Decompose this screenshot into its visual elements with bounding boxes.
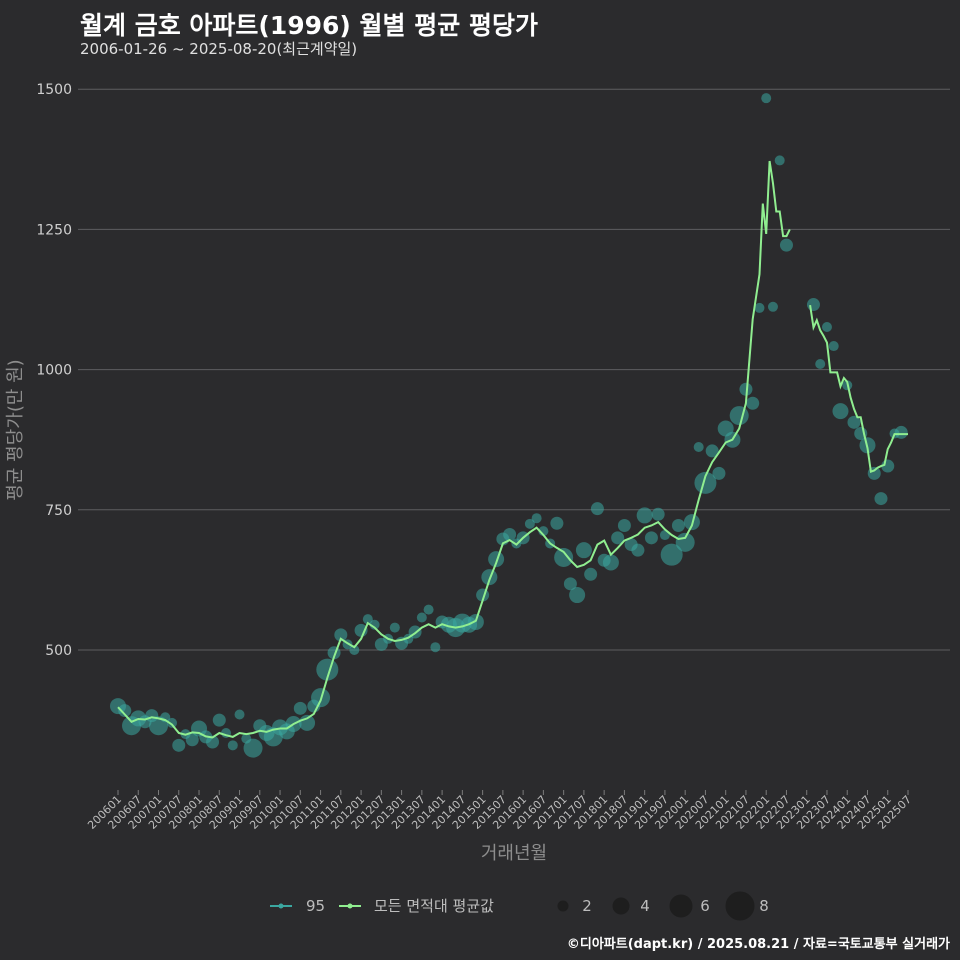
bubble-point (349, 645, 360, 655)
bubble-point (488, 551, 505, 568)
bubble-point (821, 321, 832, 332)
bubble-point (416, 612, 427, 623)
legend-size-circle-8 (725, 891, 755, 921)
bubble-series-95 (110, 93, 908, 758)
bubble-point (167, 717, 178, 728)
bubble-point (874, 492, 888, 506)
bubble-point (590, 502, 604, 516)
legend-size-label-4: 4 (640, 897, 650, 915)
bubble-point (611, 531, 625, 545)
bubble-point (644, 531, 658, 545)
bubble-point (575, 542, 592, 559)
bubble-point (671, 519, 685, 533)
bubble-point (584, 567, 598, 581)
bubble-point (554, 547, 574, 567)
bubble-point (212, 713, 226, 727)
bubble-point (389, 622, 400, 633)
legend-size-label-6: 6 (700, 897, 710, 915)
grid-lines (78, 88, 950, 651)
bubble-point (602, 554, 619, 571)
bubble-point (503, 527, 517, 541)
bubble-point (739, 382, 753, 396)
y-tick-1250: 1250 (36, 222, 72, 238)
bubble-point (234, 709, 245, 720)
bubble-point (467, 613, 484, 630)
average-line-series (117, 160, 908, 739)
bubble-point (767, 301, 778, 312)
x-tick-labels: 2006012006072007012007072008012008072009… (85, 790, 914, 832)
bubble-point (729, 406, 749, 426)
bubble-point (631, 543, 645, 557)
x-axis-title: 거래년월 (481, 843, 547, 864)
legend-size-circle-6 (669, 894, 693, 918)
y-tick-750: 750 (45, 503, 72, 519)
bubble-point (712, 466, 726, 480)
bubble-point (694, 471, 717, 494)
chart-subtitle: 2006-01-26 ~ 2025-08-20(최근계약일) (80, 40, 358, 58)
bubble-point (430, 642, 441, 653)
legend-key-dot-average (347, 903, 353, 909)
bubble-point (754, 302, 765, 313)
bubble-point (651, 507, 665, 521)
legend-label-average: 모든 면적대 평균값 (374, 897, 494, 915)
average-line-segment (809, 304, 908, 474)
bubble-point (569, 587, 586, 604)
bubble-point (524, 518, 535, 529)
bubble-point (761, 93, 772, 104)
bubble-point (316, 658, 339, 681)
bubble-point (705, 444, 719, 458)
bubble-point (243, 738, 263, 758)
y-tick-500: 500 (45, 643, 72, 659)
bubble-point (675, 532, 695, 552)
legend: 95 모든 면적대 평균값 2 4 6 8 (270, 891, 769, 921)
bubble-point (693, 441, 704, 452)
bubble-point (660, 543, 683, 566)
average-line-segment (117, 160, 791, 739)
legend-size-label-8: 8 (759, 897, 769, 915)
bubble-point (481, 569, 498, 586)
bubble-point (172, 738, 186, 752)
bubble-point (636, 507, 653, 524)
bubble-point (746, 396, 760, 410)
legend-size-circle-4 (612, 897, 630, 915)
legend-size-circle-2 (557, 900, 569, 912)
bubble-point (362, 614, 373, 625)
bubble-point (227, 740, 238, 751)
bubble-point (334, 628, 348, 642)
bubble-point (206, 735, 220, 749)
bubble-point (185, 733, 199, 747)
bubble-point (531, 513, 542, 524)
bubble-point (774, 155, 785, 166)
bubble-point (118, 704, 132, 718)
bubble-point (847, 415, 861, 429)
bubble-point (828, 341, 839, 352)
legend-key-dot-95 (278, 903, 284, 909)
bubble-point (617, 519, 631, 533)
bubble-point (894, 425, 908, 439)
bubble-point (293, 701, 307, 715)
chart-title: 월계 금호 아파트(1996) 월별 평균 평당가 (80, 11, 538, 40)
bubble-point (423, 604, 434, 615)
bubble-point (550, 516, 564, 530)
bubble-point (815, 358, 826, 369)
y-tick-1000: 1000 (36, 363, 72, 379)
y-tick-labels: 500 750 1000 1250 1500 (36, 82, 72, 659)
bubble-point (369, 619, 380, 630)
legend-label-95: 95 (306, 897, 325, 915)
y-tick-1500: 1500 (36, 82, 72, 98)
bubble-point (779, 238, 793, 252)
bubble-point (563, 577, 577, 591)
y-axis-title: 평균 평당가(만 원) (5, 359, 26, 500)
bubble-point (806, 298, 820, 312)
legend-size-label-2: 2 (582, 897, 592, 915)
footer-credit: ©디아파트(dapt.kr) / 2025.08.21 / 자료=국토교통부 실… (566, 937, 950, 952)
bubble-point (832, 403, 849, 420)
